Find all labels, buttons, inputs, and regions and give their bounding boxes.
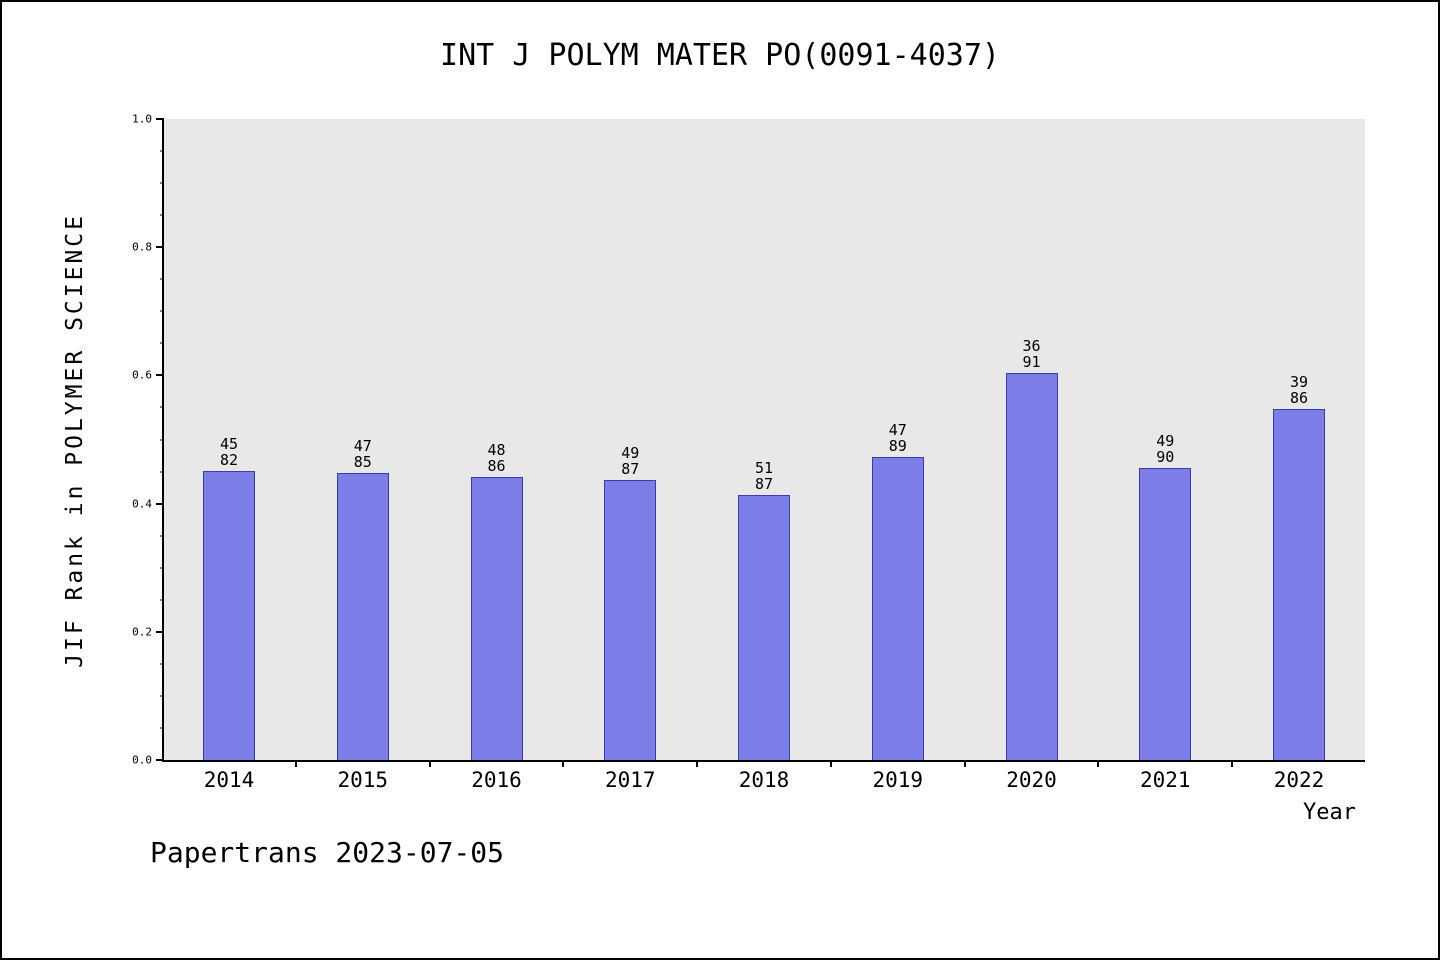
y-tick-mark <box>156 246 164 249</box>
y-tick-mark <box>156 502 164 505</box>
y-axis-label-wrap: JIF Rank in POLYMER SCIENCE <box>62 119 88 762</box>
y-tick-mark <box>156 374 164 377</box>
y-tick-mark <box>156 630 164 633</box>
bar-value-label: 45 82 <box>219 435 239 469</box>
bar <box>1139 468 1192 760</box>
x-tick-mark <box>1097 760 1100 767</box>
x-tick-label: 2017 <box>604 768 656 792</box>
y-minor-tick-mark <box>160 727 164 729</box>
x-tick-label: 2015 <box>337 768 389 792</box>
plot-area: 45 82 2014 47 85 2015 48 86 2016 49 87 2017 51 8… <box>132 113 1365 792</box>
y-minor-tick-mark <box>160 150 164 152</box>
bar-value-label: 51 87 <box>754 459 774 493</box>
y-minor-tick-mark <box>160 182 164 184</box>
bar <box>1273 409 1325 760</box>
x-tick-label: 2019 <box>872 768 924 792</box>
x-tick-mark <box>963 760 966 767</box>
bar <box>604 480 657 760</box>
bar <box>871 457 924 760</box>
bar-value-label: 36 91 <box>1022 337 1041 371</box>
chart-title: INT J POLYM MATER PO(0091-4037) <box>440 38 1000 73</box>
y-minor-tick-mark <box>160 278 164 280</box>
x-tick-label: 2016 <box>471 768 522 792</box>
y-minor-tick-mark <box>160 599 164 601</box>
x-tick-mark <box>294 760 297 767</box>
bar-value-label: 49 87 <box>621 444 640 478</box>
y-tick-label: 1.0 <box>132 112 152 126</box>
bar <box>336 473 389 760</box>
y-minor-tick-mark <box>160 567 164 569</box>
bar-value-label: 47 89 <box>888 421 907 455</box>
y-tick-label: 0.8 <box>132 240 152 254</box>
bar <box>203 471 255 760</box>
bar-value-label: 47 85 <box>353 437 372 471</box>
y-minor-tick-mark <box>160 406 164 408</box>
x-tick-label: 2018 <box>738 768 790 792</box>
y-tick-label: 0.2 <box>132 625 152 639</box>
y-minor-tick-mark <box>160 214 164 216</box>
x-axis-label: Year <box>1303 800 1356 825</box>
y-tick-label: 0.6 <box>132 368 152 382</box>
y-tick-mark <box>156 759 164 761</box>
bar <box>470 477 523 760</box>
bar-value-label: 49 90 <box>1156 432 1175 466</box>
watermark-text: Papertrans 2023-07-05 <box>150 836 505 869</box>
x-tick-mark <box>1231 760 1234 767</box>
y-minor-tick-mark <box>160 310 164 312</box>
x-tick-label: 2020 <box>1006 768 1057 792</box>
x-tick-label: 2022 <box>1273 768 1325 792</box>
bar <box>1005 373 1058 760</box>
bar <box>738 495 790 760</box>
y-minor-tick-mark <box>160 695 164 697</box>
y-axis-label: JIF Rank in POLYMER SCIENCE <box>62 213 88 668</box>
x-tick-mark <box>428 760 431 767</box>
y-minor-tick-mark <box>160 535 164 537</box>
y-minor-tick-mark <box>160 439 164 440</box>
x-tick-mark <box>562 760 565 767</box>
y-minor-tick-mark <box>160 471 164 473</box>
bar-value-label: 48 86 <box>487 441 506 475</box>
y-tick-mark <box>156 118 164 120</box>
y-minor-tick-mark <box>160 663 164 665</box>
x-tick-mark <box>829 760 832 767</box>
x-tick-label: 2021 <box>1139 768 1191 792</box>
x-tick-label: 2014 <box>203 768 255 792</box>
y-tick-label: 0.4 <box>132 497 152 511</box>
bar-value-label: 39 86 <box>1289 373 1309 407</box>
y-minor-tick-mark <box>160 342 164 344</box>
x-tick-mark <box>696 760 699 767</box>
y-tick-label: 0.0 <box>132 753 152 767</box>
